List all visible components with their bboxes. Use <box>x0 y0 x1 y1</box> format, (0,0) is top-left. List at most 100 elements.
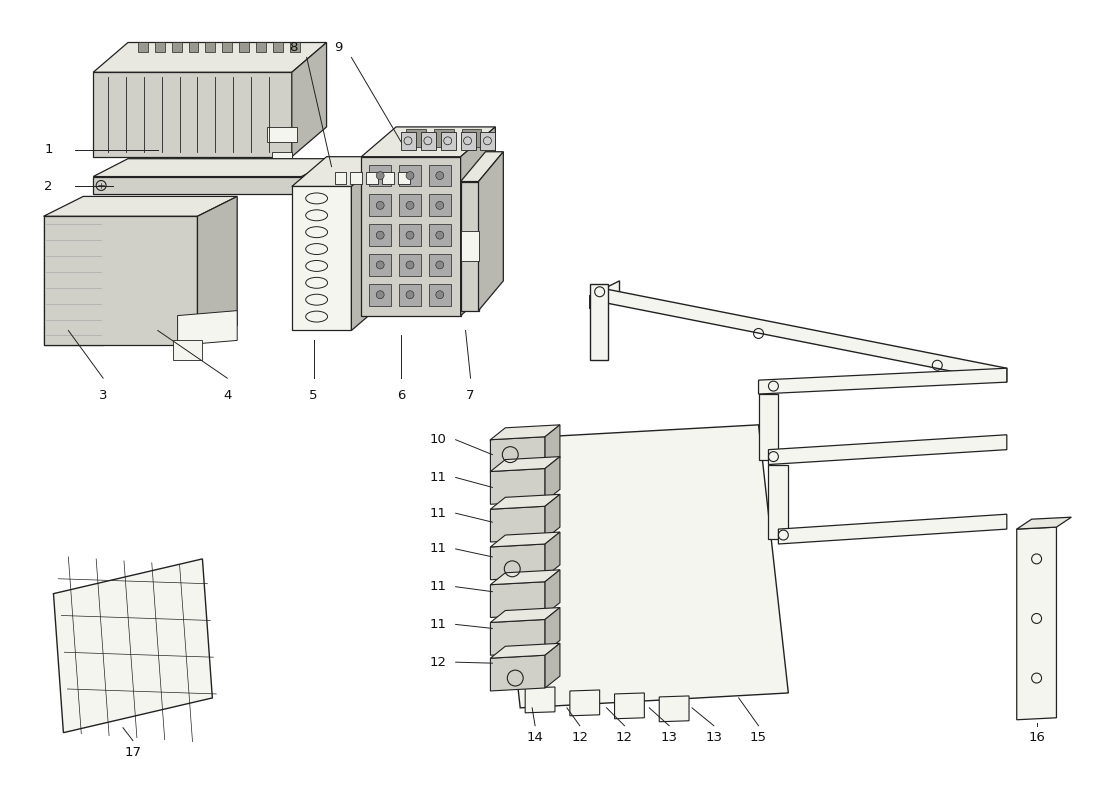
Polygon shape <box>94 42 327 72</box>
Text: 13: 13 <box>705 731 723 744</box>
Text: 11: 11 <box>429 506 447 520</box>
Polygon shape <box>491 506 544 542</box>
Polygon shape <box>399 224 421 246</box>
Polygon shape <box>461 182 478 310</box>
Polygon shape <box>421 132 436 150</box>
Polygon shape <box>267 127 297 142</box>
Polygon shape <box>94 177 301 194</box>
Text: 12: 12 <box>571 731 588 744</box>
Polygon shape <box>173 341 202 360</box>
Polygon shape <box>206 42 216 53</box>
Polygon shape <box>491 457 560 471</box>
Circle shape <box>406 171 414 179</box>
Polygon shape <box>461 152 504 182</box>
Polygon shape <box>155 42 165 53</box>
Text: 12: 12 <box>616 731 632 744</box>
Polygon shape <box>273 42 283 53</box>
Circle shape <box>436 261 443 269</box>
Polygon shape <box>590 281 619 309</box>
Polygon shape <box>361 127 495 157</box>
Polygon shape <box>491 532 560 547</box>
Polygon shape <box>256 42 266 53</box>
Ellipse shape <box>306 226 328 238</box>
Polygon shape <box>461 127 495 315</box>
Text: 15: 15 <box>750 731 767 744</box>
Polygon shape <box>462 129 482 146</box>
Polygon shape <box>370 165 392 186</box>
Polygon shape <box>198 197 238 346</box>
Circle shape <box>436 202 443 210</box>
Text: 3: 3 <box>99 389 108 402</box>
Text: 7: 7 <box>466 389 475 402</box>
Circle shape <box>376 261 384 269</box>
Polygon shape <box>491 425 560 440</box>
Polygon shape <box>491 607 560 622</box>
Circle shape <box>406 261 414 269</box>
Polygon shape <box>239 42 249 53</box>
Text: 12: 12 <box>429 656 447 669</box>
Polygon shape <box>429 284 451 306</box>
Polygon shape <box>429 165 451 186</box>
Polygon shape <box>399 254 421 276</box>
Polygon shape <box>544 570 560 614</box>
Polygon shape <box>370 254 392 276</box>
Polygon shape <box>188 42 198 53</box>
Polygon shape <box>301 158 337 194</box>
Text: 6: 6 <box>397 389 405 402</box>
Polygon shape <box>351 171 362 183</box>
Polygon shape <box>491 425 789 708</box>
Text: 2: 2 <box>44 180 53 193</box>
Polygon shape <box>491 582 544 618</box>
Polygon shape <box>399 165 421 186</box>
Polygon shape <box>769 465 789 539</box>
Polygon shape <box>461 132 475 150</box>
Circle shape <box>436 231 443 239</box>
Polygon shape <box>94 72 292 157</box>
Text: 11: 11 <box>429 580 447 593</box>
Polygon shape <box>172 42 182 53</box>
Text: 9: 9 <box>334 41 343 54</box>
Ellipse shape <box>306 294 328 305</box>
Polygon shape <box>44 216 198 346</box>
Polygon shape <box>429 224 451 246</box>
Polygon shape <box>759 394 779 459</box>
Polygon shape <box>491 619 544 655</box>
Polygon shape <box>370 224 392 246</box>
Polygon shape <box>370 284 392 306</box>
Polygon shape <box>398 171 410 183</box>
Polygon shape <box>779 514 1006 544</box>
Polygon shape <box>544 532 560 577</box>
Polygon shape <box>544 607 560 652</box>
Polygon shape <box>1016 517 1071 529</box>
Polygon shape <box>544 643 560 688</box>
Polygon shape <box>491 544 544 580</box>
Text: 10: 10 <box>429 434 447 446</box>
Text: 11: 11 <box>429 542 447 555</box>
Ellipse shape <box>306 278 328 288</box>
Polygon shape <box>222 42 232 53</box>
Circle shape <box>436 171 443 179</box>
Text: 11: 11 <box>429 618 447 631</box>
Polygon shape <box>590 284 607 360</box>
Polygon shape <box>525 687 556 713</box>
Polygon shape <box>399 194 421 216</box>
Polygon shape <box>491 570 560 585</box>
Polygon shape <box>272 152 292 165</box>
Polygon shape <box>544 457 560 502</box>
Polygon shape <box>94 158 337 177</box>
Polygon shape <box>570 690 600 716</box>
Polygon shape <box>402 132 416 150</box>
Polygon shape <box>429 194 451 216</box>
Circle shape <box>376 202 384 210</box>
Text: 4: 4 <box>223 389 231 402</box>
Circle shape <box>376 290 384 298</box>
Polygon shape <box>292 42 327 157</box>
Text: 5: 5 <box>309 389 318 402</box>
Text: 1: 1 <box>44 143 53 156</box>
Polygon shape <box>478 152 504 310</box>
Polygon shape <box>615 693 645 718</box>
Circle shape <box>436 290 443 298</box>
Polygon shape <box>659 696 689 722</box>
Ellipse shape <box>306 193 328 204</box>
Circle shape <box>406 202 414 210</box>
